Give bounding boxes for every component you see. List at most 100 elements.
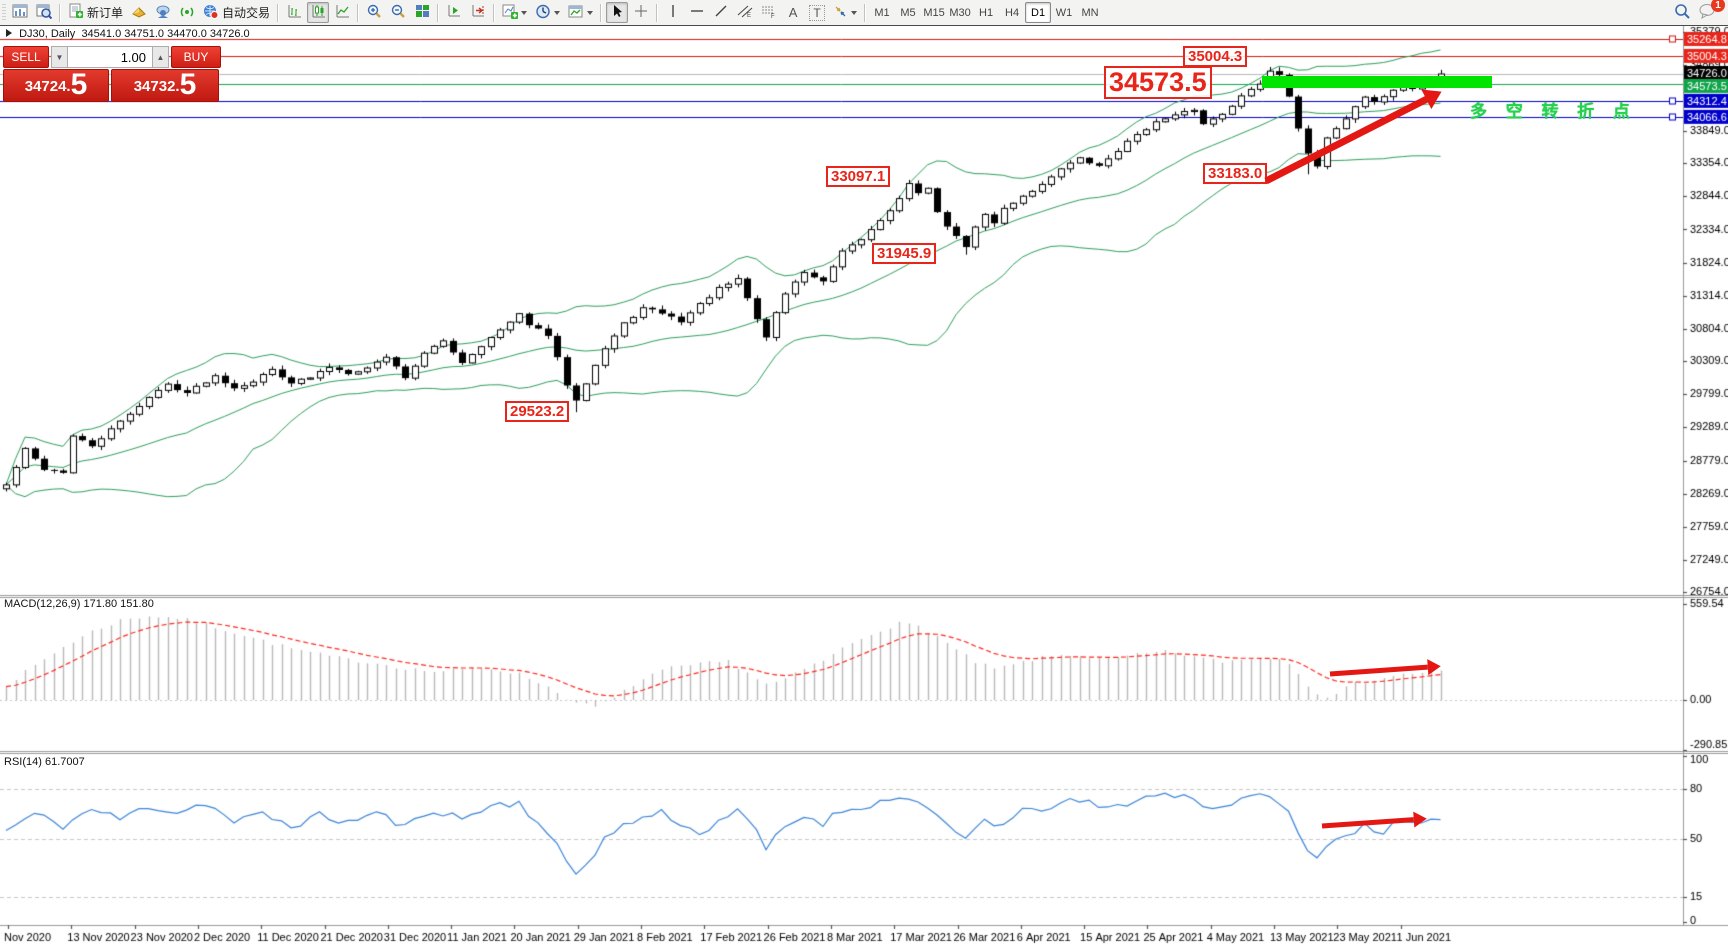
timeframe-bar: M1 M5 M15 M30 H1 H4 D1 W1 MN: [869, 2, 1103, 23]
auto-scroll-button[interactable]: [443, 2, 465, 23]
toolbar-separator: [437, 3, 440, 22]
price-label-33183[interactable]: 33183.0: [1203, 163, 1268, 184]
zoom-in-button[interactable]: [363, 2, 385, 23]
candlestick-chart-icon: [311, 4, 326, 21]
cursor-button[interactable]: [606, 2, 629, 23]
buy-price[interactable]: 34732. 5: [111, 69, 219, 102]
toolbar-separator: [864, 3, 867, 22]
data-window-button[interactable]: [33, 2, 55, 23]
candlestick-chart-button[interactable]: [307, 2, 330, 23]
chart-symbol-period: DJ30, Daily: [19, 28, 76, 40]
buy-price-big: 5: [179, 68, 197, 101]
one-click-trading-panel: SELL ▼ 1.00 ▲ BUY 34724. 5 34732. 5: [3, 46, 221, 102]
vertical-line-button[interactable]: [662, 2, 684, 23]
periods-icon: [535, 4, 551, 22]
price-label-31945[interactable]: 31945.9: [872, 243, 937, 264]
main-toolbar: 新订单 自动交易: [0, 0, 1728, 26]
price-label-34573[interactable]: 34573.5: [1104, 66, 1212, 99]
zoom-out-button[interactable]: [387, 2, 409, 23]
volume-input[interactable]: 1.00: [68, 46, 152, 68]
price-label-33097[interactable]: 33097.1: [826, 166, 891, 187]
vertical-line-icon: [668, 4, 678, 21]
zoom-in-icon: [366, 4, 382, 22]
volume-decrease-button[interactable]: ▼: [51, 46, 68, 68]
toolbar-separator: [277, 3, 280, 22]
text-tool-button[interactable]: A: [782, 2, 804, 23]
autotrading-button[interactable]: 自动交易: [200, 2, 273, 23]
toolbar-separator: [493, 3, 496, 22]
indicators-button[interactable]: [499, 2, 530, 23]
crosshair-button[interactable]: [630, 2, 652, 23]
chart-header: DJ30, Daily 34541.0 34751.0 34470.0 3472…: [6, 28, 250, 40]
indicators-icon: [502, 4, 519, 22]
timeframe-d1-button[interactable]: D1: [1025, 2, 1052, 23]
templates-caret-icon: [587, 10, 594, 15]
chart-ohlc-values: 34541.0 34751.0 34470.0 34726.0: [81, 28, 250, 40]
toolbar-separator: [656, 3, 659, 22]
bar-chart-button[interactable]: [283, 2, 305, 23]
history-center-icon: [131, 4, 147, 21]
data-window-icon: [36, 4, 53, 22]
tile-windows-icon: [415, 4, 430, 21]
arrows-tool-icon: [833, 4, 848, 21]
toolbar-grip[interactable]: [2, 3, 6, 22]
templates-button[interactable]: [565, 2, 596, 23]
community-button[interactable]: [152, 2, 174, 23]
buy-price-small: 34732.: [133, 78, 180, 95]
signals-button[interactable]: [176, 2, 198, 23]
text-tool-icon: A: [788, 5, 798, 20]
chart-shift-button[interactable]: [467, 2, 489, 23]
templates-icon: [568, 4, 584, 22]
buy-button[interactable]: BUY: [171, 46, 221, 68]
green-highlight-zone[interactable]: [1262, 76, 1492, 88]
turning-point-text[interactable]: 多 空 转 折 点: [1470, 102, 1637, 121]
timeframe-mn-button[interactable]: MN: [1081, 6, 1099, 19]
label-tool-icon: T: [809, 4, 825, 21]
timeframe-m5-button[interactable]: M5: [900, 6, 916, 19]
search-button[interactable]: [1671, 2, 1694, 23]
search-icon: [1674, 3, 1691, 22]
bar-chart-icon: [287, 4, 302, 21]
timeframe-m30-button[interactable]: M30: [949, 6, 971, 19]
trendline-button[interactable]: [710, 2, 732, 23]
indicators-caret-icon: [521, 10, 528, 15]
timeframe-h4-button[interactable]: H4: [1005, 6, 1020, 19]
periods-button[interactable]: [532, 2, 563, 23]
equidistant-channel-button[interactable]: E: [734, 2, 756, 23]
arrows-tool-button[interactable]: [830, 2, 860, 23]
label-tool-button[interactable]: T: [806, 2, 828, 23]
toolbar-separator: [357, 3, 360, 22]
fibonacci-button[interactable]: F: [758, 2, 780, 23]
chart-window-button[interactable]: [9, 2, 31, 23]
zoom-out-icon: [390, 4, 406, 22]
toolbar-separator: [59, 3, 61, 22]
line-chart-button[interactable]: [331, 2, 353, 23]
timeframe-m15-button[interactable]: M15: [923, 6, 945, 19]
sell-price[interactable]: 34724. 5: [3, 69, 109, 102]
new-order-label: 新订单: [87, 6, 124, 20]
auto-scroll-icon: [447, 4, 462, 21]
horizontal-line-icon: [690, 6, 704, 19]
chart-shift-icon: [471, 4, 486, 21]
price-label-29523[interactable]: 29523.2: [505, 401, 570, 422]
notifications-button[interactable]: 1: [1696, 0, 1725, 23]
macd-header: MACD(12,26,9) 171.80 151.80: [4, 598, 154, 610]
timeframe-m1-button[interactable]: M1: [874, 6, 890, 19]
timeframe-w1-button[interactable]: W1: [1055, 6, 1073, 19]
community-icon: [155, 4, 171, 22]
sell-price-big: 5: [70, 68, 88, 101]
volume-stepper: ▼ 1.00 ▲: [51, 46, 169, 68]
new-order-button[interactable]: 新订单: [65, 2, 126, 23]
history-center-button[interactable]: [128, 2, 150, 23]
volume-increase-button[interactable]: ▲: [152, 46, 169, 68]
up-arrow-icon: ▲: [156, 52, 165, 62]
equidistant-channel-icon: E: [737, 4, 753, 21]
periods-caret-icon: [554, 10, 561, 15]
price-label-35004[interactable]: 35004.3: [1183, 46, 1248, 67]
sell-button[interactable]: SELL: [3, 46, 49, 68]
tile-windows-button[interactable]: [411, 2, 433, 23]
timeframe-h1-button[interactable]: H1: [979, 6, 994, 19]
horizontal-line-button[interactable]: [686, 2, 708, 23]
new-order-icon: [68, 3, 84, 22]
